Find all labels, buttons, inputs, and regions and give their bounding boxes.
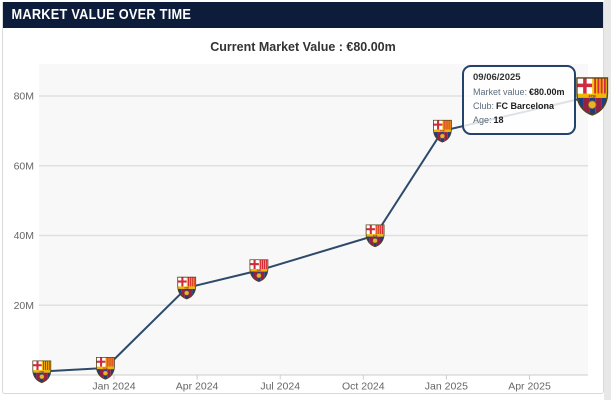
market-value-card: MARKET VALUE OVER TIME Current Market Va… xyxy=(2,2,604,394)
x-axis-label: Jan 2025 xyxy=(425,381,468,393)
y-axis-label: 60M xyxy=(14,160,34,172)
tooltip-age-row: Age: 18 xyxy=(473,114,504,125)
x-axis-label: Jan 2024 xyxy=(92,381,135,393)
y-axis-label: 20M xyxy=(14,300,34,312)
y-axis-label: 40M xyxy=(14,230,34,242)
window-edge-band xyxy=(604,0,611,400)
x-axis-label: Oct 2024 xyxy=(342,381,385,393)
page-title: MARKET VALUE OVER TIME xyxy=(11,6,192,23)
tooltip-club-row: Club: FC Barcelona xyxy=(473,100,555,111)
x-axis-label: Apr 2025 xyxy=(508,381,551,393)
x-axis-label: Apr 2024 xyxy=(176,381,219,393)
current-market-value-text: Current Market Value : €80.00m xyxy=(210,40,396,54)
data-point-tooltip: 09/06/2025 Market value: €80.00m Club: FC … xyxy=(462,65,576,135)
card-header: MARKET VALUE OVER TIME xyxy=(3,2,603,28)
current-value-row: Current Market Value : €80.00m xyxy=(3,28,603,62)
tooltip-date: 09/06/2025 xyxy=(473,72,521,83)
x-axis-label: Jul 2024 xyxy=(260,381,300,393)
tooltip-market-value-row: Market value: €80.00m xyxy=(473,86,565,97)
y-axis-label: 80M xyxy=(14,91,34,103)
